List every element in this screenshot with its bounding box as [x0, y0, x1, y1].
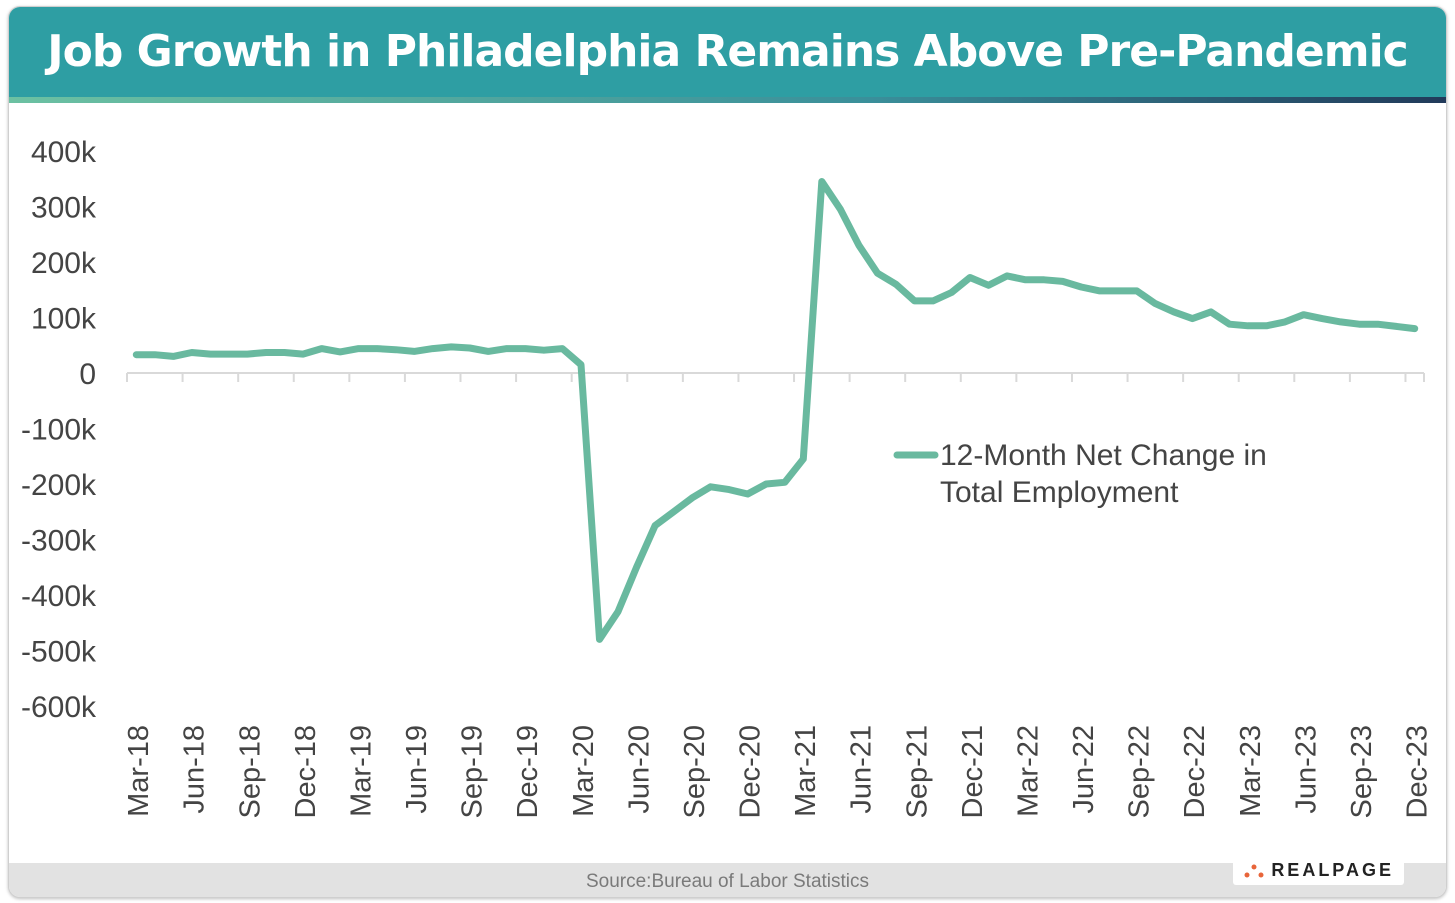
legend-label: Total Employment	[940, 476, 1179, 509]
x-tick-label: Dec-21	[957, 725, 989, 819]
x-tick-label: Mar-20	[568, 725, 600, 817]
x-tick-label: Dec-18	[290, 725, 322, 819]
x-tick-label: Jun-20	[623, 725, 655, 814]
y-tick-label: -400k	[21, 580, 97, 613]
y-tick-label: 100k	[31, 303, 97, 336]
x-tick-label: Mar-19	[345, 725, 377, 817]
x-tick-label: Sep-18	[234, 725, 266, 819]
chart-card: Job Growth in Philadelphia Remains Above…	[8, 6, 1447, 898]
y-tick-label: 300k	[31, 192, 97, 225]
series-line	[132, 178, 1419, 643]
header-stripe	[9, 97, 1446, 103]
chart-title: Job Growth in Philadelphia Remains Above…	[47, 26, 1409, 167]
footer: Source:Bureau of Labor Statistics REALPA…	[9, 856, 1446, 897]
x-tick-label: Jun-19	[401, 725, 433, 814]
x-tick-label: Mar-18	[123, 725, 155, 817]
x-tick-label: Dec-22	[1179, 725, 1211, 819]
y-tick-label: 200k	[31, 247, 97, 280]
y-tick-label: -100k	[21, 414, 97, 447]
x-tick-label: Sep-19	[457, 725, 489, 819]
y-tick-label: -300k	[21, 525, 97, 558]
x-tick-label: Jun-23	[1290, 725, 1322, 814]
x-tick-label: Mar-22	[1012, 725, 1044, 817]
y-tick-label: 0	[79, 358, 96, 391]
x-tick-label: Dec-20	[735, 725, 767, 819]
x-tick-label: Dec-23	[1402, 725, 1434, 819]
logo-dots-icon	[1244, 864, 1264, 877]
x-tick-label: Sep-22	[1124, 725, 1156, 819]
x-tick-label: Sep-21	[901, 725, 933, 819]
y-tick-label: -600k	[21, 691, 97, 724]
x-tick-label: Jun-18	[179, 725, 211, 814]
logo-text: REALPAGE	[1271, 860, 1394, 880]
legend-label: 12-Month Net Change in	[940, 439, 1267, 472]
realpage-logo: REALPAGE	[1233, 856, 1404, 885]
header-bar	[9, 7, 1446, 97]
y-tick-label: 400k	[31, 136, 97, 169]
y-tick-label: -200k	[21, 469, 97, 502]
x-tick-label: Jun-22	[1068, 725, 1100, 814]
source-note: Source:Bureau of Labor Statistics	[585, 871, 870, 892]
x-tick-label: Jun-21	[846, 725, 878, 814]
x-tick-label: Mar-21	[790, 725, 822, 817]
x-tick-label: Mar-23	[1235, 725, 1267, 817]
x-tick-label: Dec-19	[512, 725, 544, 819]
x-tick-label: Sep-23	[1346, 725, 1378, 819]
y-tick-label: -500k	[21, 636, 97, 669]
x-tick-label: Sep-20	[679, 725, 711, 819]
